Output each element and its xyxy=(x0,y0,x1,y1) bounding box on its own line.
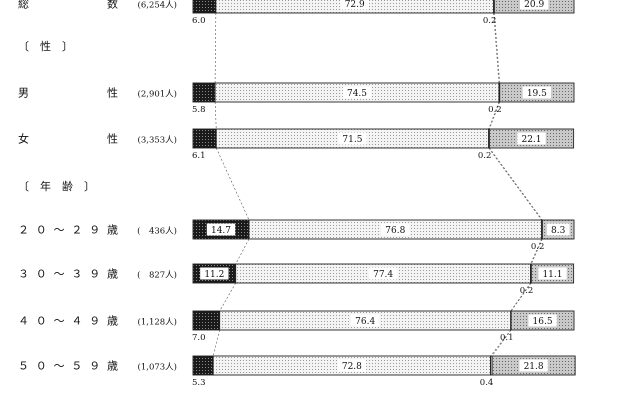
connector-line xyxy=(215,147,250,221)
value-label-box xyxy=(351,314,380,327)
connector-line xyxy=(530,238,542,265)
value-label: 77.4 xyxy=(373,270,393,280)
connector-lines xyxy=(212,12,543,357)
connector-line xyxy=(212,329,220,357)
value-label-box xyxy=(546,223,570,236)
value-label-box xyxy=(337,359,367,372)
value-label: 22.1 xyxy=(521,135,541,145)
outside-value-label: 5.8 xyxy=(192,105,206,115)
value-label-box xyxy=(342,86,372,99)
outside-value-label: 0.2 xyxy=(520,286,534,296)
row-count: ( 827人) xyxy=(137,270,177,281)
segment-dark xyxy=(192,310,221,331)
row-label: 総 数 xyxy=(18,0,118,11)
row-label: 男 性 xyxy=(18,86,118,100)
value-label-box xyxy=(519,359,548,372)
connector-line xyxy=(490,329,511,357)
row-count: (2,901人) xyxy=(138,89,177,100)
value-label-box xyxy=(519,0,549,10)
row-count: (1,073人) xyxy=(138,362,177,373)
connector-line xyxy=(510,282,531,312)
value-label: 16.5 xyxy=(533,317,553,327)
value-label: 11.1 xyxy=(542,270,562,280)
row-label: ２０～２９歳 xyxy=(18,224,118,237)
row-label: ５０～５９歳 xyxy=(18,360,118,373)
connector-line xyxy=(214,101,217,130)
outside-value-label: 6.1 xyxy=(192,151,206,161)
section-heading: 〔 性 〕 xyxy=(18,39,73,53)
value-label-box xyxy=(517,132,546,145)
value-label: 76.8 xyxy=(385,226,405,236)
outside-value-label: 0.2 xyxy=(478,151,492,161)
connector-line xyxy=(214,12,217,84)
value-label: 71.5 xyxy=(342,135,362,145)
section-heading: 〔 年 齢 〕 xyxy=(18,179,95,193)
row-label: ４０～４９歳 xyxy=(18,315,118,328)
connector-line xyxy=(488,101,500,130)
value-label: 14.7 xyxy=(211,226,231,236)
value-label: 76.4 xyxy=(355,317,375,327)
row-count: ( 436人) xyxy=(137,226,177,237)
row-label: 女 性 xyxy=(18,132,118,146)
value-label-box xyxy=(522,86,552,99)
value-label-box xyxy=(200,267,229,280)
row-label: ３０～３９歳 xyxy=(18,268,118,281)
value-label-box xyxy=(381,223,410,236)
segment-dark xyxy=(192,355,214,376)
outside-value-label: 6.0 xyxy=(192,16,206,26)
connector-line xyxy=(489,147,543,221)
outside-value-label: 0.2 xyxy=(531,242,545,252)
connector-line xyxy=(531,238,543,265)
value-label-box xyxy=(340,0,369,10)
outside-value-label: 0.4 xyxy=(480,378,494,388)
value-label-box xyxy=(206,223,236,236)
connector-line xyxy=(235,238,250,265)
segment-dark xyxy=(192,0,217,14)
value-label-box xyxy=(538,267,567,280)
row-count: (6,254人) xyxy=(138,0,177,11)
connector-line xyxy=(489,101,500,130)
outside-value-label: 5.3 xyxy=(192,378,206,388)
row-count: (3,353人) xyxy=(138,135,177,146)
connector-line xyxy=(510,282,532,312)
bars-layer xyxy=(192,0,576,376)
connector-line xyxy=(488,147,542,221)
value-label: 11.2 xyxy=(204,270,224,280)
segment-dark xyxy=(192,82,216,103)
outside-value-label: 0.2 xyxy=(483,16,497,26)
value-label: 74.5 xyxy=(347,89,367,99)
row-count: (1,128人) xyxy=(138,317,177,328)
value-label-box xyxy=(528,314,557,327)
connector-line xyxy=(219,282,236,312)
segment-dark xyxy=(192,128,217,149)
outside-value-label: 7.0 xyxy=(192,333,206,343)
value-label-box xyxy=(368,267,398,280)
value-label: 8.3 xyxy=(551,226,566,236)
value-label: 72.9 xyxy=(345,0,365,10)
value-label: 72.8 xyxy=(342,362,362,372)
outside-value-label: 0.2 xyxy=(488,105,502,115)
labels-layer: 総 数 (6,254人) 72.9 20.9 6.0 0.2 〔 性 〕男 性 (2,901人… xyxy=(18,0,566,388)
value-label: 20.9 xyxy=(524,0,544,10)
value-label-box xyxy=(338,132,367,145)
connector-line xyxy=(491,329,512,357)
value-label: 19.5 xyxy=(527,89,547,99)
outside-value-label: 0.1 xyxy=(500,333,514,343)
value-label: 21.8 xyxy=(524,362,544,372)
